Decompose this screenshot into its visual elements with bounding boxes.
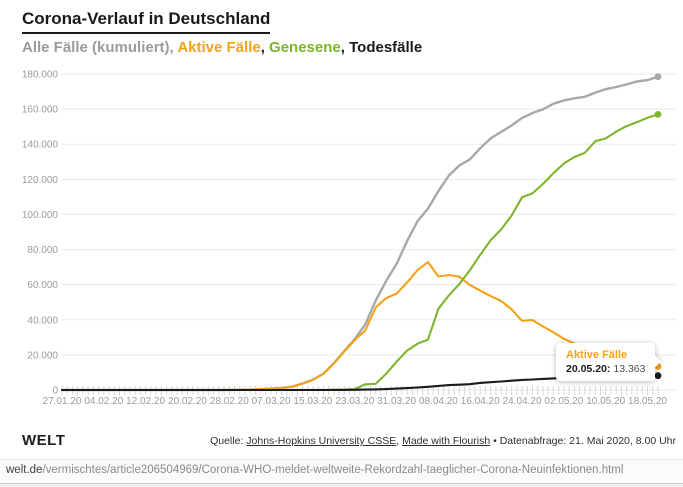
svg-text:27.01.20: 27.01.20 bbox=[43, 396, 82, 407]
svg-text:10.05.20: 10.05.20 bbox=[586, 396, 625, 407]
source-separator: , bbox=[396, 435, 403, 447]
svg-text:20.000: 20.000 bbox=[27, 350, 58, 361]
legend-separator: , bbox=[340, 39, 350, 56]
tooltip-series-label: Aktive Fälle bbox=[566, 349, 628, 361]
svg-text:08.04.20: 08.04.20 bbox=[419, 396, 458, 407]
svg-text:100.000: 100.000 bbox=[22, 210, 59, 221]
svg-text:20.02.20: 20.02.20 bbox=[168, 396, 207, 407]
y-axis-labels: 0 20.000 40.000 60.000 80.000 100.000 120.000 1… bbox=[22, 70, 59, 397]
source-prefix: Quelle: bbox=[210, 435, 247, 447]
svg-text:02.05.20: 02.05.20 bbox=[544, 396, 583, 407]
svg-text:15.03.20: 15.03.20 bbox=[293, 396, 332, 407]
svg-text:0: 0 bbox=[52, 386, 58, 397]
legend-separator: , bbox=[260, 39, 270, 56]
end-dot-alle-faelle bbox=[654, 73, 662, 81]
legend-genesene: Genesene bbox=[269, 39, 341, 56]
svg-text:28.02.20: 28.02.20 bbox=[210, 396, 249, 407]
end-dot-genesene bbox=[654, 111, 662, 118]
x-axis-labels: 27.01.20 04.02.20 12.02.20 20.02.20 28.02.20… bbox=[43, 396, 668, 407]
chart-footer: WELT Quelle: Johns-Hopkins University CS… bbox=[0, 431, 683, 453]
legend-aktive-faelle: Aktive Fälle bbox=[177, 39, 261, 56]
url-path: /vermischtes/article206504969/Corona-WHO… bbox=[42, 464, 624, 476]
svg-text:80.000: 80.000 bbox=[27, 245, 58, 256]
tooltip-value: 13.363 bbox=[613, 363, 646, 375]
welt-logo: WELT bbox=[22, 432, 66, 449]
svg-text:16.04.20: 16.04.20 bbox=[461, 396, 500, 407]
source-line: Quelle: Johns-Hopkins University CSSE, M… bbox=[210, 435, 676, 447]
svg-text:140.000: 140.000 bbox=[22, 140, 59, 151]
svg-text:40.000: 40.000 bbox=[27, 315, 58, 326]
svg-text:60.000: 60.000 bbox=[27, 280, 58, 291]
chart-header: Corona-Verlauf in Deutschland Alle Fälle… bbox=[22, 8, 673, 57]
url-domain: welt.de bbox=[6, 464, 43, 476]
legend-todesfaelle: Todesfälle bbox=[349, 39, 423, 56]
svg-text:120.000: 120.000 bbox=[22, 175, 59, 186]
url-bar: welt.de/vermischtes/article206504969/Cor… bbox=[0, 459, 683, 487]
page-url: welt.de/vermischtes/article206504969/Cor… bbox=[0, 460, 683, 476]
svg-text:160.000: 160.000 bbox=[22, 105, 59, 116]
tooltip-date: 20.05.20: bbox=[566, 363, 611, 375]
end-dot-todesfaelle bbox=[654, 372, 662, 380]
svg-text:07.03.20: 07.03.20 bbox=[252, 396, 291, 407]
svg-text:12.02.20: 12.02.20 bbox=[126, 396, 165, 407]
chart-legend-subtitle: Alle Fälle (kumuliert), Aktive Fälle, Ge… bbox=[22, 39, 673, 57]
svg-text:24.04.20: 24.04.20 bbox=[503, 396, 542, 407]
svg-text:180.000: 180.000 bbox=[22, 70, 59, 81]
page-title: Corona-Verlauf in Deutschland bbox=[22, 8, 271, 34]
source-link-flourish[interactable]: Made with Flourish bbox=[402, 435, 491, 447]
legend-separator: , bbox=[169, 39, 178, 56]
legend-alle-faelle: Alle Fälle (kumuliert) bbox=[22, 39, 170, 56]
line-chart: 0 20.000 40.000 60.000 80.000 100.000 120.000 1… bbox=[22, 70, 676, 407]
tooltip-value-line: 20.05.20: 13.363 bbox=[566, 363, 646, 375]
svg-text:04.02.20: 04.02.20 bbox=[84, 396, 123, 407]
source-suffix: • Datenabfrage: 21. Mai 2020, 8.00 Uhr bbox=[490, 435, 676, 447]
svg-text:23.03.20: 23.03.20 bbox=[335, 396, 374, 407]
svg-text:18.05.20: 18.05.20 bbox=[628, 396, 667, 407]
svg-text:31.03.20: 31.03.20 bbox=[377, 396, 416, 407]
source-link-jhu[interactable]: Johns-Hopkins University CSSE bbox=[246, 435, 397, 447]
chart-tooltip: Aktive Fälle 20.05.20: 13.363 bbox=[556, 343, 661, 381]
